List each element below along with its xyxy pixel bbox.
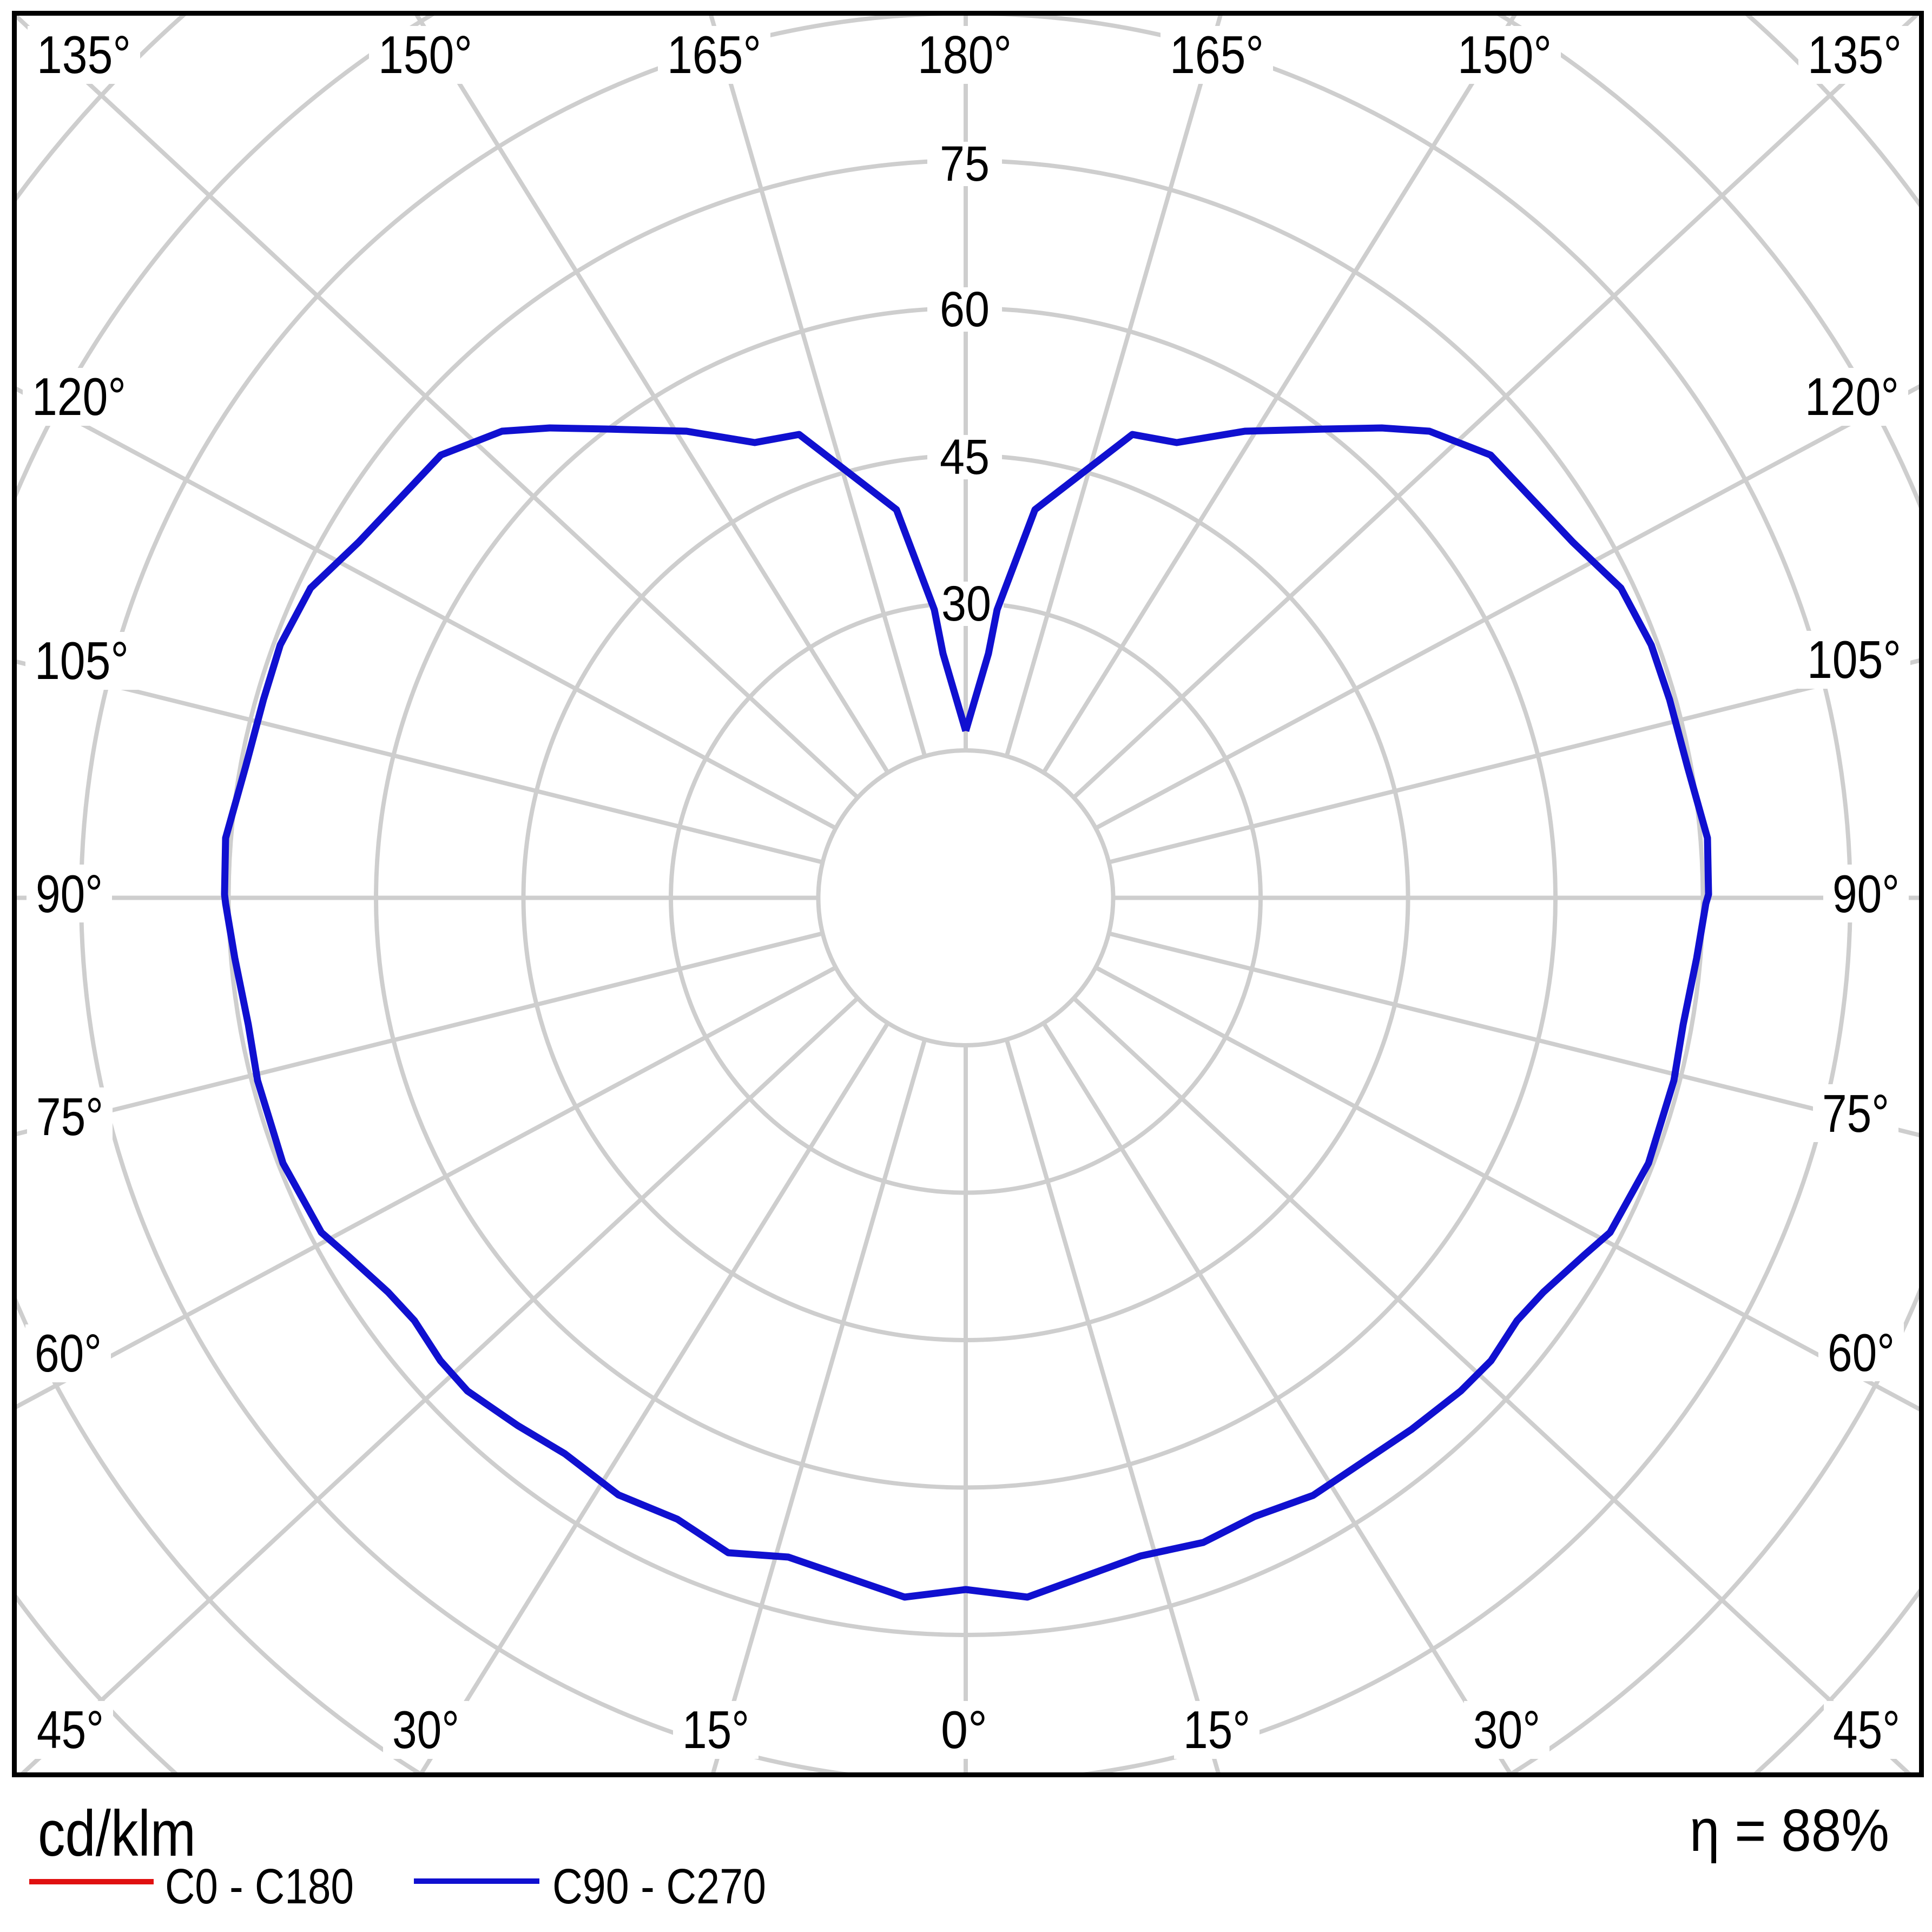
svg-text:105°: 105° — [1807, 630, 1901, 689]
svg-text:120°: 120° — [1805, 367, 1899, 426]
svg-text:135°: 135° — [1808, 25, 1902, 84]
svg-text:60: 60 — [940, 282, 990, 337]
svg-text:15°: 15° — [1183, 1700, 1250, 1759]
svg-text:165°: 165° — [1170, 25, 1264, 84]
svg-text:30°: 30° — [1473, 1700, 1540, 1759]
svg-text:45°: 45° — [37, 1700, 104, 1759]
svg-text:30°: 30° — [392, 1700, 459, 1759]
svg-text:90°: 90° — [1832, 864, 1900, 924]
svg-text:150°: 150° — [378, 25, 472, 84]
svg-text:0°: 0° — [941, 1700, 987, 1759]
svg-text:150°: 150° — [1458, 25, 1552, 84]
svg-text:60°: 60° — [35, 1323, 102, 1383]
svg-text:45: 45 — [940, 430, 990, 485]
svg-text:η = 88%: η = 88% — [1690, 1797, 1889, 1864]
svg-text:75°: 75° — [1822, 1084, 1889, 1143]
svg-text:135°: 135° — [37, 25, 131, 84]
svg-text:15°: 15° — [682, 1700, 749, 1759]
svg-text:180°: 180° — [918, 25, 1012, 84]
svg-text:165°: 165° — [667, 25, 761, 84]
svg-text:C90 - C270: C90 - C270 — [552, 1859, 766, 1914]
svg-text:120°: 120° — [32, 367, 126, 426]
svg-text:75°: 75° — [36, 1087, 103, 1146]
svg-text:75: 75 — [940, 136, 990, 192]
svg-text:105°: 105° — [35, 631, 129, 690]
svg-text:90°: 90° — [36, 864, 103, 924]
svg-text:C0 - C180: C0 - C180 — [165, 1859, 354, 1914]
svg-text:60°: 60° — [1828, 1323, 1895, 1382]
svg-text:30: 30 — [941, 576, 991, 631]
svg-text:cd/klm: cd/klm — [38, 1797, 196, 1870]
svg-text:45°: 45° — [1833, 1700, 1900, 1759]
